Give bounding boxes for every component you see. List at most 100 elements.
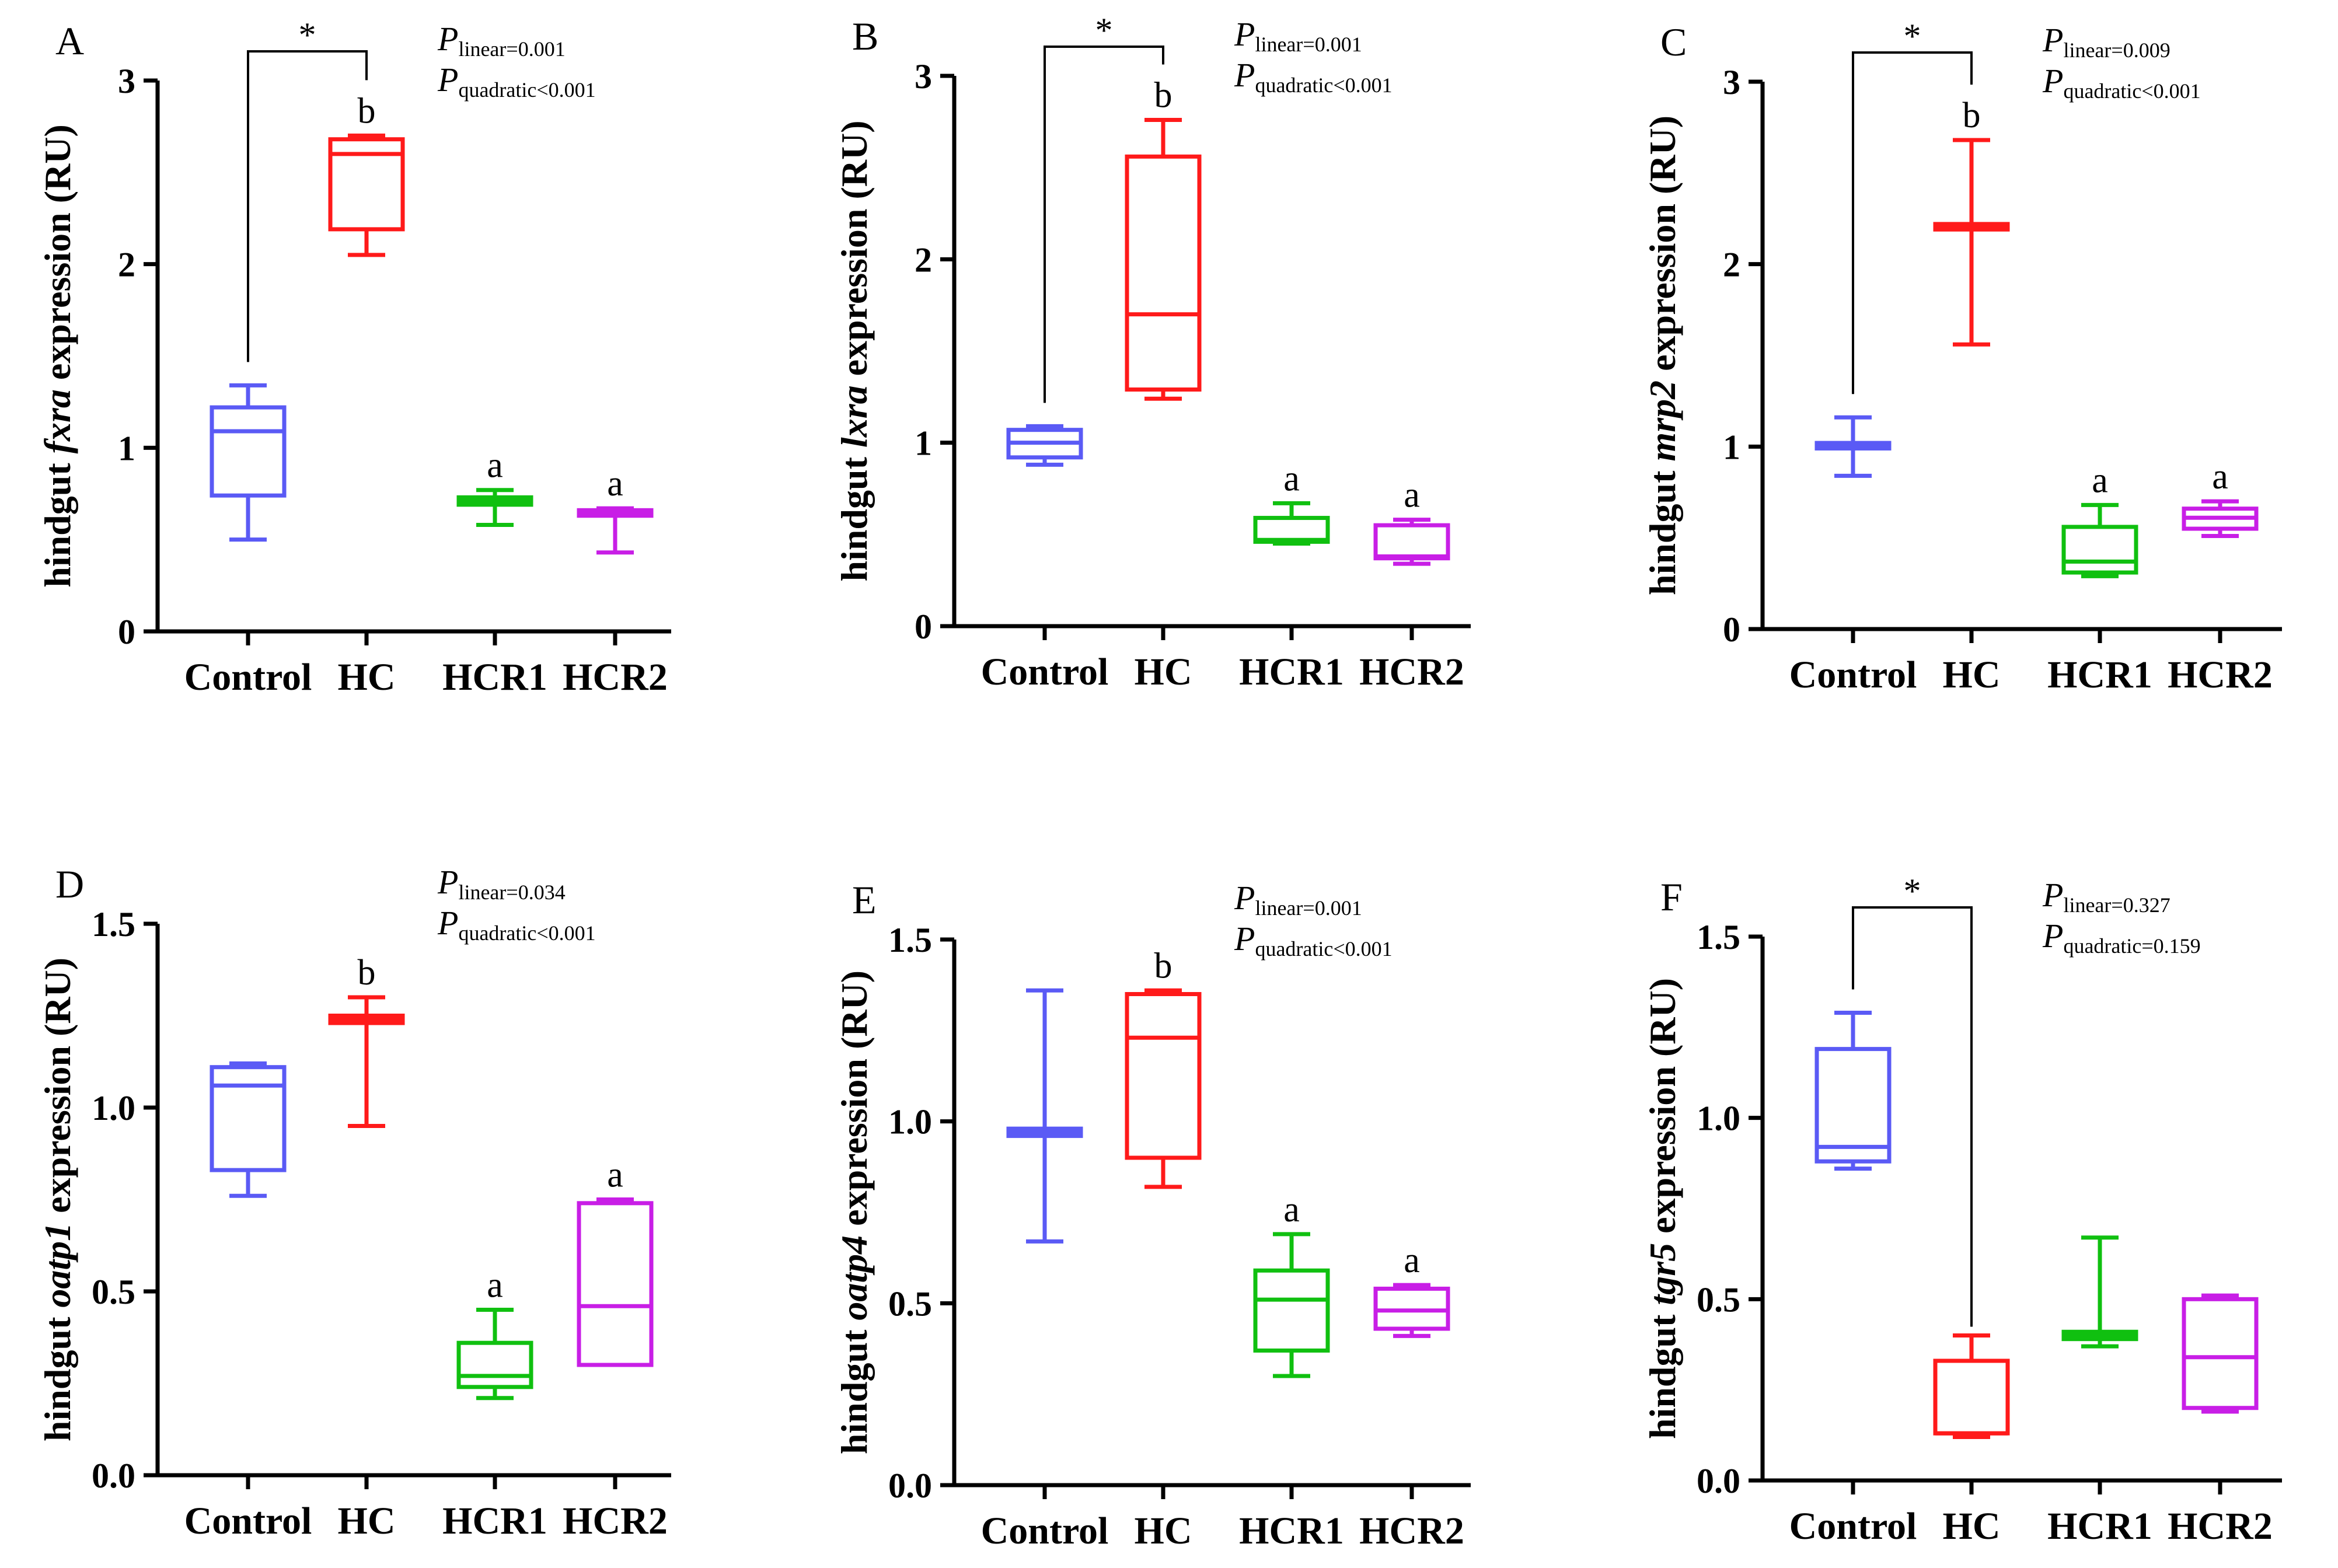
- box-hcr2: [2182, 1293, 2259, 1414]
- category-label-hcr2: HCR2: [563, 656, 668, 699]
- y-tick-label: 1.0: [888, 1103, 932, 1141]
- significance-letter: a: [1283, 1190, 1300, 1230]
- panel-letter: E: [852, 878, 877, 922]
- y-tick-label: 1: [1723, 428, 1740, 466]
- significance-letter: a: [607, 1155, 623, 1195]
- category-label-control: Control: [981, 1510, 1109, 1552]
- category-label-hc: HC: [1135, 1510, 1192, 1552]
- box-hcr1: a: [2061, 460, 2138, 578]
- p-quadratic-text: Pquadratic<0.001: [437, 61, 596, 102]
- y-tick-label: 1: [915, 424, 932, 463]
- category-label-hcr2: HCR2: [563, 1500, 668, 1542]
- box-hcr2: a: [577, 1155, 654, 1367]
- panel-letter: A: [55, 19, 84, 63]
- p-linear-text: Plinear=0.034: [437, 863, 566, 904]
- significance-letter: a: [2092, 460, 2108, 500]
- significance-letter: a: [2212, 457, 2228, 497]
- y-tick-label: 1: [118, 429, 135, 467]
- category-label-hcr1: HCR1: [1239, 651, 1344, 693]
- panel-letter: C: [1660, 20, 1687, 64]
- box-iqr: [210, 1065, 287, 1172]
- box-hcr2: a: [1373, 476, 1450, 566]
- panel-letter: F: [1660, 875, 1683, 919]
- category-label-hc: HC: [1943, 654, 2001, 696]
- y-tick-label: 0.5: [92, 1273, 135, 1311]
- y-tick-label: 0.0: [888, 1466, 932, 1505]
- box-control: [1006, 988, 1083, 1244]
- significance-bracket: [247, 50, 368, 362]
- box-hc: b: [328, 91, 405, 257]
- box-iqr: [577, 1201, 654, 1367]
- significance-letter: a: [487, 1266, 503, 1305]
- box-control: [210, 1061, 287, 1198]
- y-tick-label: 0: [118, 613, 135, 651]
- box-hc: b: [328, 953, 405, 1128]
- y-tick-label: 1.5: [1697, 918, 1740, 956]
- category-label-control: Control: [1789, 1505, 1917, 1548]
- y-tick-label: 2: [915, 240, 932, 279]
- p-quadratic-text: Pquadratic=0.159: [2042, 917, 2201, 958]
- box-hcr2: a: [1373, 1241, 1450, 1338]
- y-axis-label: hindgut fxra expression (RU): [37, 124, 78, 588]
- significance-letter: b: [1963, 96, 1981, 135]
- p-linear-text: Plinear=0.001: [437, 20, 566, 61]
- category-label-hcr2: HCR2: [2168, 1505, 2273, 1548]
- box-iqr: [1814, 1047, 1892, 1164]
- y-tick-label: 0.5: [888, 1284, 932, 1323]
- box-control: [1006, 424, 1083, 467]
- category-label-hcr1: HCR1: [442, 656, 547, 699]
- box-hcr1: a: [456, 446, 533, 527]
- significance-letter: b: [358, 953, 376, 993]
- box-hc: b: [1125, 946, 1202, 1189]
- panel-e: E 0.0 0.5 1.0 1.5 Control HC HCR1 HCR2 hindgut oa…: [833, 878, 1471, 1552]
- category-label-hc: HC: [338, 1500, 396, 1542]
- box-control: [1814, 1010, 1892, 1171]
- box-control: [210, 383, 287, 542]
- significance-bracket: [1044, 46, 1164, 403]
- y-tick-label: 0.5: [1697, 1280, 1740, 1319]
- y-tick-label: 1.0: [92, 1089, 135, 1127]
- p-quadratic-text: Pquadratic<0.001: [437, 904, 596, 945]
- y-axis-label: hindgut oatp4 expression (RU): [833, 970, 875, 1454]
- box-iqr: [2061, 525, 2138, 575]
- box-iqr: [1125, 992, 1202, 1160]
- box-iqr: [210, 405, 287, 498]
- box-iqr: [328, 137, 405, 232]
- category-label-hc: HC: [1135, 651, 1192, 693]
- significance-star: *: [1095, 11, 1113, 50]
- y-tick-label: 2: [118, 246, 135, 284]
- box-iqr: [1125, 154, 1202, 392]
- p-linear-text: Plinear=0.327: [2042, 876, 2170, 917]
- significance-letter: a: [487, 446, 503, 486]
- significance-letter: b: [1154, 75, 1173, 115]
- box-hcr1: a: [1253, 1190, 1330, 1378]
- category-label-hcr2: HCR2: [1359, 1510, 1464, 1552]
- significance-letter: a: [607, 464, 623, 504]
- significance-letter: a: [1283, 459, 1300, 498]
- significance-letter: b: [358, 91, 376, 131]
- y-tick-label: 1.0: [1697, 1099, 1740, 1138]
- category-label-hcr1: HCR1: [1239, 1510, 1344, 1552]
- p-quadratic-text: Pquadratic<0.001: [1234, 920, 1393, 961]
- significance-star: *: [299, 16, 316, 54]
- box-iqr: [456, 1340, 533, 1389]
- category-label-control: Control: [1789, 654, 1917, 696]
- y-tick-label: 3: [118, 62, 135, 100]
- significance-bracket: [1852, 906, 1973, 1327]
- panel-letter: B: [852, 14, 878, 58]
- box-hcr1: a: [1253, 459, 1330, 546]
- p-quadratic-text: Pquadratic<0.001: [1234, 56, 1393, 97]
- category-label-control: Control: [981, 651, 1109, 693]
- category-label-hc: HC: [338, 656, 396, 699]
- panel-b: B 0 1 2 3 Control HC HCR1 HCR2 hindgut lxra expre…: [833, 11, 1471, 693]
- p-linear-text: Plinear=0.001: [1234, 879, 1362, 920]
- significance-star: *: [1904, 17, 1921, 55]
- category-label-hc: HC: [1943, 1505, 2001, 1548]
- y-axis-label: hindgut tgr5 expression (RU): [1642, 978, 1683, 1439]
- panel-c: C 0 1 2 3 Control HC HCR1 HCR2 hindgut mrp2 expre…: [1642, 17, 2282, 696]
- y-tick-label: 1.5: [92, 905, 135, 944]
- significance-letter: a: [1404, 1241, 1420, 1280]
- category-label-hcr2: HCR2: [2168, 654, 2273, 696]
- significance-letter: a: [1404, 476, 1420, 515]
- box-hc: [1933, 1333, 2010, 1439]
